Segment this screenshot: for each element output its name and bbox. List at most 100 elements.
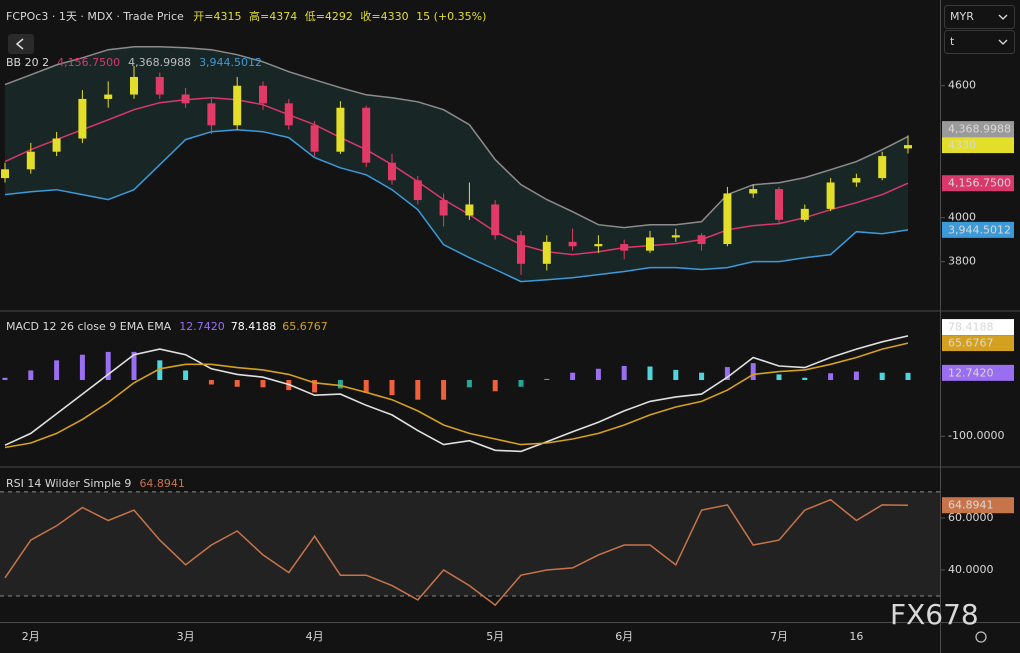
unit[interactable]: t	[950, 35, 955, 48]
unit-box[interactable]	[944, 30, 1015, 54]
candle-body	[26, 151, 35, 170]
legend-value: 12.7420	[179, 320, 225, 333]
histogram-bar	[570, 372, 576, 381]
histogram-bar	[595, 368, 601, 381]
price-badge	[942, 497, 1014, 514]
y-tick-label: 4600	[948, 79, 976, 92]
candle-body	[155, 76, 164, 95]
open: 开=4315	[193, 10, 241, 23]
histogram-bar	[157, 360, 163, 381]
candle-body	[697, 235, 706, 245]
back-button-box[interactable]	[8, 34, 34, 54]
histogram-bar	[879, 372, 885, 381]
candle-body	[904, 145, 912, 149]
histogram-bar	[621, 365, 627, 381]
legend-value: 4,368.9988	[128, 56, 191, 69]
histogram-bar	[828, 373, 834, 381]
price-badge	[942, 121, 1014, 138]
settings-ring[interactable]	[975, 631, 987, 643]
candle-body	[491, 204, 500, 236]
y-tick-label: 60.0000	[948, 511, 994, 524]
histogram-bar	[28, 370, 34, 381]
currency-select[interactable]: MYR	[944, 5, 1015, 29]
histogram-bar	[724, 367, 730, 381]
legend: MACD 12 26 close 9 EMA EMA 12.7420 78.4188…	[6, 320, 328, 333]
high: 高=4374	[249, 9, 297, 23]
unit-select[interactable]: t	[944, 30, 1015, 54]
currency[interactable]: MYR	[950, 10, 974, 23]
legend-title: BB 20 2	[6, 56, 49, 69]
candle-body	[439, 200, 448, 216]
histogram-bar	[54, 360, 60, 381]
candle-body	[542, 241, 551, 264]
rsi-band	[0, 491, 940, 596]
x-tick-label: 7月	[770, 630, 788, 643]
back-button[interactable]	[8, 34, 34, 54]
histogram-bar	[337, 380, 343, 389]
histogram-bar	[389, 380, 395, 396]
candle-body	[388, 162, 396, 181]
price-badge-label: 65.6767	[948, 337, 994, 350]
histogram-bar	[673, 369, 679, 381]
candle-body	[878, 156, 887, 179]
candle-body	[181, 94, 190, 104]
candle-body	[852, 178, 861, 183]
histogram-bar	[2, 377, 8, 381]
candle-body	[259, 85, 267, 104]
candle-body	[130, 76, 138, 95]
candle-body	[826, 182, 835, 209]
x-tick-label: 6月	[615, 630, 633, 643]
price-badge	[942, 175, 1014, 192]
x-tick-label: 3月	[177, 630, 195, 643]
histogram-bar	[492, 380, 498, 392]
histogram-bar	[105, 351, 111, 381]
candle-body	[775, 189, 783, 220]
candle-body	[284, 103, 293, 126]
candle-body	[1, 169, 9, 179]
price-badge	[942, 137, 1014, 154]
x-tick-label: 16	[849, 630, 863, 643]
histogram-bar	[905, 372, 911, 381]
histogram-bar	[208, 380, 214, 385]
legend-value: 4,156.7500	[57, 56, 120, 69]
price-badge-label: 64.8941	[948, 499, 994, 512]
histogram-bar	[183, 370, 189, 381]
candle-body	[620, 244, 629, 251]
y-tick-label: 4000	[948, 211, 976, 224]
legend-value: 78.4188	[231, 320, 277, 333]
histogram-bar	[363, 380, 369, 393]
x-tick-label: 5月	[486, 630, 504, 643]
candle-body	[207, 103, 216, 126]
y-tick-label: 40.0000	[948, 563, 994, 576]
watermark: FX678	[890, 598, 979, 631]
candle-body	[723, 193, 732, 245]
legend-title: MACD 12 26 close 9 EMA EMA	[6, 320, 172, 333]
candle-body	[517, 235, 525, 264]
price-badge-label: 4,368.9988	[948, 123, 1011, 136]
price-badge	[942, 364, 1014, 381]
histogram-bar	[260, 380, 266, 388]
candle-body	[233, 85, 242, 126]
histogram-bar	[750, 363, 756, 381]
candle-body	[78, 98, 87, 139]
bb-fill	[5, 46, 908, 282]
chevron[interactable]	[998, 14, 1008, 20]
candle-body	[671, 235, 680, 238]
settings-icon[interactable]	[975, 631, 987, 643]
histogram-bar	[312, 380, 318, 393]
change: 15 (+0.35%)	[416, 10, 486, 23]
histogram-bar	[131, 351, 137, 381]
price-badge	[942, 335, 1014, 352]
chevron[interactable]	[998, 39, 1008, 45]
currency-box[interactable]	[944, 5, 1015, 29]
candle-body	[362, 107, 371, 163]
candle-body	[52, 138, 61, 152]
candle-body	[465, 204, 474, 216]
price-badge	[942, 319, 1014, 336]
histogram-bar	[415, 380, 421, 400]
bb-line	[4, 97, 909, 256]
legend-value: 64.8941	[139, 477, 185, 490]
back-icon[interactable]	[15, 38, 24, 50]
